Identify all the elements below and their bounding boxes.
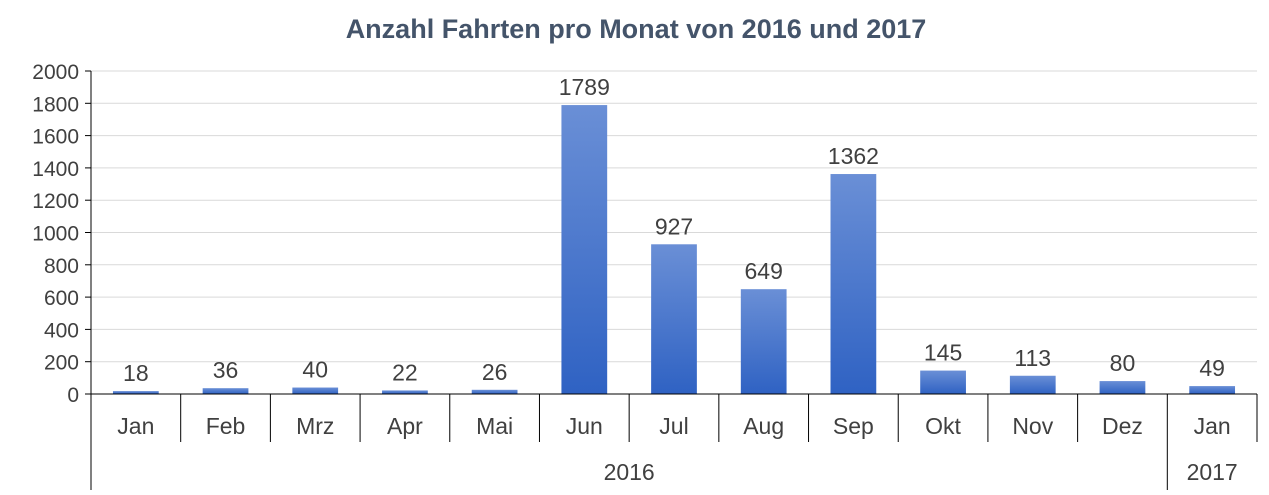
data-label: 1789 <box>559 74 610 100</box>
x-group-label: 2017 <box>1187 459 1238 485</box>
bar <box>740 289 787 394</box>
y-tick-label: 1800 <box>32 93 79 116</box>
x-tick-label: Mai <box>476 413 513 439</box>
bar <box>112 391 159 394</box>
x-tick-label: Okt <box>925 413 961 439</box>
bar <box>202 388 249 394</box>
y-tick-label: 600 <box>44 287 79 310</box>
bars <box>112 105 1236 394</box>
x-tick-label: Jun <box>566 413 603 439</box>
data-label: 927 <box>655 213 693 239</box>
data-label: 1362 <box>828 143 879 169</box>
bar <box>561 105 608 394</box>
bar <box>382 390 428 394</box>
data-label: 49 <box>1199 355 1225 381</box>
x-tick-label: Dez <box>1102 413 1143 439</box>
x-tick-label: Apr <box>387 413 423 439</box>
data-label: 18 <box>123 360 149 386</box>
data-label: 36 <box>213 357 239 383</box>
data-label: 40 <box>302 357 328 383</box>
y-tick-label: 2000 <box>32 61 79 84</box>
bar <box>1009 375 1056 394</box>
y-axis-ticks: 0 200 400 600 800 1000 1200 1400 1600 1800 2000 <box>32 61 91 407</box>
data-labels: 18 36 40 22 26 1789 927 649 1362 145 113 80 49 <box>123 74 1225 386</box>
x-axis-ticks: Jan Feb Mrz Apr Mai Jun Jul Aug Sep Okt Nov Dez Jan <box>117 413 1230 439</box>
data-label: 22 <box>392 359 418 385</box>
x-axis-groups: 2016 2017 <box>604 459 1238 485</box>
data-label: 649 <box>745 258 783 284</box>
bar <box>292 387 339 394</box>
x-group-label: 2016 <box>604 459 655 485</box>
x-tick-label: Nov <box>1012 413 1053 439</box>
chart-title: Anzahl Fahrten pro Monat von 2016 und 20… <box>346 14 927 44</box>
bar <box>920 370 966 394</box>
bar <box>1099 381 1146 394</box>
y-tick-label: 0 <box>67 384 79 407</box>
y-tick-label: 1200 <box>32 190 79 213</box>
x-axis <box>90 71 1258 490</box>
x-tick-label: Sep <box>833 413 874 439</box>
data-label: 26 <box>482 359 508 385</box>
x-tick-label: Mrz <box>296 413 334 439</box>
bar <box>830 174 877 394</box>
y-tick-label: 1400 <box>32 158 79 181</box>
data-label: 113 <box>1014 345 1051 371</box>
bar <box>651 244 697 394</box>
y-tick-label: 200 <box>44 352 79 375</box>
y-tick-label: 1600 <box>32 126 79 149</box>
bar <box>1189 386 1236 394</box>
data-label: 145 <box>924 340 962 366</box>
data-label: 80 <box>1110 350 1136 376</box>
x-tick-label: Jan <box>117 413 154 439</box>
x-tick-label: Feb <box>206 413 246 439</box>
y-tick-label: 400 <box>44 319 79 342</box>
x-tick-label: Jul <box>659 413 688 439</box>
y-tick-label: 800 <box>44 255 79 278</box>
bar <box>471 389 518 394</box>
x-tick-label: Aug <box>743 413 784 439</box>
gridlines <box>91 70 1257 363</box>
x-tick-label: Jan <box>1194 413 1231 439</box>
y-tick-label: 1000 <box>32 223 79 246</box>
